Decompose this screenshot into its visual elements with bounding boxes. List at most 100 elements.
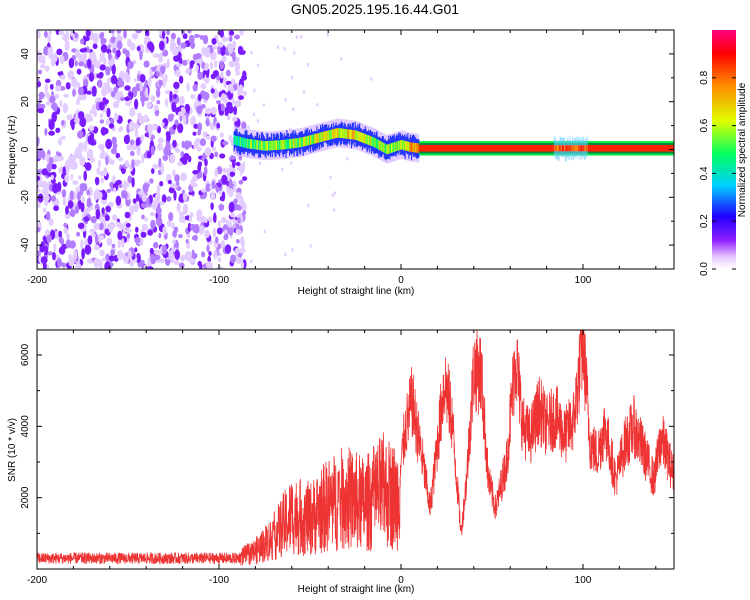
track-bump-core xyxy=(568,145,570,152)
noise-speckle xyxy=(115,195,122,206)
track-core xyxy=(289,138,292,149)
track-core xyxy=(354,130,356,140)
noise-speckle xyxy=(88,125,95,132)
noise-speckle xyxy=(158,232,162,239)
noise-speckle xyxy=(58,230,63,238)
noise-speckle-faint xyxy=(326,32,330,37)
noise-speckle xyxy=(206,135,211,140)
noise-speckle xyxy=(86,189,91,196)
noise-speckle xyxy=(222,37,227,43)
noise-speckle xyxy=(183,153,190,160)
noise-speckle xyxy=(136,192,140,202)
noise-speckle xyxy=(210,191,216,201)
noise-speckle xyxy=(229,155,236,160)
track-core xyxy=(393,142,395,152)
track-bump-core xyxy=(571,145,573,152)
track-core xyxy=(282,139,284,150)
noise-speckle xyxy=(236,88,241,95)
noise-speckle-faint xyxy=(263,229,266,234)
track-core xyxy=(388,144,390,154)
noise-speckle xyxy=(131,159,135,169)
track-core xyxy=(285,139,287,150)
noise-speckle xyxy=(153,104,159,111)
noise-speckle xyxy=(44,128,48,136)
track-core xyxy=(237,136,239,146)
noise-speckle xyxy=(193,33,201,38)
track-core xyxy=(332,129,334,139)
track-core xyxy=(380,141,382,151)
noise-speckle xyxy=(99,170,105,177)
track-bump xyxy=(564,142,566,162)
noise-speckle xyxy=(59,100,63,108)
noise-speckle xyxy=(134,247,138,253)
noise-speckle xyxy=(168,250,174,261)
noise-speckle xyxy=(152,163,159,170)
track-core xyxy=(295,138,297,148)
noise-speckle xyxy=(136,159,141,165)
track-bump-core xyxy=(582,145,584,152)
track-core xyxy=(265,141,267,151)
y-tick-label: 4000 xyxy=(20,415,31,438)
spectrogram-signal-track xyxy=(233,118,674,164)
noise-speckle xyxy=(60,120,65,126)
noise-speckle xyxy=(59,55,65,65)
track-core xyxy=(289,139,291,149)
noise-speckle xyxy=(52,251,56,261)
noise-speckle xyxy=(68,57,75,69)
noise-speckle xyxy=(214,168,218,178)
noise-speckle xyxy=(93,189,99,201)
noise-speckle xyxy=(93,244,100,251)
noise-speckle xyxy=(75,112,79,124)
noise-speckle xyxy=(183,114,187,125)
track-core xyxy=(300,137,302,148)
noise-speckle xyxy=(238,163,245,174)
noise-speckle xyxy=(116,250,124,261)
noise-speckle xyxy=(58,30,65,36)
track-bump-core xyxy=(556,145,558,152)
noise-speckle xyxy=(111,147,117,155)
noise-speckle xyxy=(114,112,119,121)
track-bump-core xyxy=(567,145,569,152)
noise-speckle xyxy=(65,82,71,90)
noise-speckle xyxy=(101,207,105,215)
noise-speckle xyxy=(134,128,139,139)
noise-speckle xyxy=(80,201,85,213)
figure-title: GN05.2025.195.16.44.G01 xyxy=(290,1,460,17)
noise-speckle xyxy=(235,100,242,107)
noise-speckle xyxy=(99,113,104,119)
noise-speckle-faint xyxy=(307,62,310,67)
noise-speckle xyxy=(219,195,224,202)
track-core xyxy=(304,136,306,147)
track-core xyxy=(297,138,299,148)
noise-speckle xyxy=(201,61,206,70)
noise-speckle xyxy=(136,145,141,157)
noise-speckle xyxy=(199,215,206,220)
noise-speckle xyxy=(102,97,107,103)
noise-speckle xyxy=(116,40,123,50)
track-core xyxy=(242,137,244,148)
noise-speckle-faint xyxy=(300,35,303,39)
track-core xyxy=(310,135,312,145)
snr-series-line xyxy=(37,330,674,566)
noise-speckle xyxy=(120,96,125,102)
noise-speckle xyxy=(37,193,44,203)
noise-speckle xyxy=(185,68,191,74)
noise-speckle xyxy=(93,258,101,268)
noise-speckle xyxy=(232,159,236,169)
noise-speckle xyxy=(141,214,145,220)
noise-speckle xyxy=(130,139,134,146)
track-core xyxy=(342,128,344,139)
track-core xyxy=(306,136,308,146)
track-core xyxy=(273,140,275,151)
noise-speckle xyxy=(156,126,162,134)
y-tick-label: 40 xyxy=(20,48,31,60)
noise-speckle xyxy=(41,168,49,176)
noise-speckle xyxy=(77,86,84,96)
noise-speckle xyxy=(184,140,190,150)
track-core xyxy=(320,132,322,143)
noise-speckle xyxy=(97,160,102,168)
noise-speckle xyxy=(195,64,199,73)
noise-speckle-faint xyxy=(262,103,266,107)
noise-speckle xyxy=(152,53,160,58)
noise-speckle xyxy=(223,229,228,235)
